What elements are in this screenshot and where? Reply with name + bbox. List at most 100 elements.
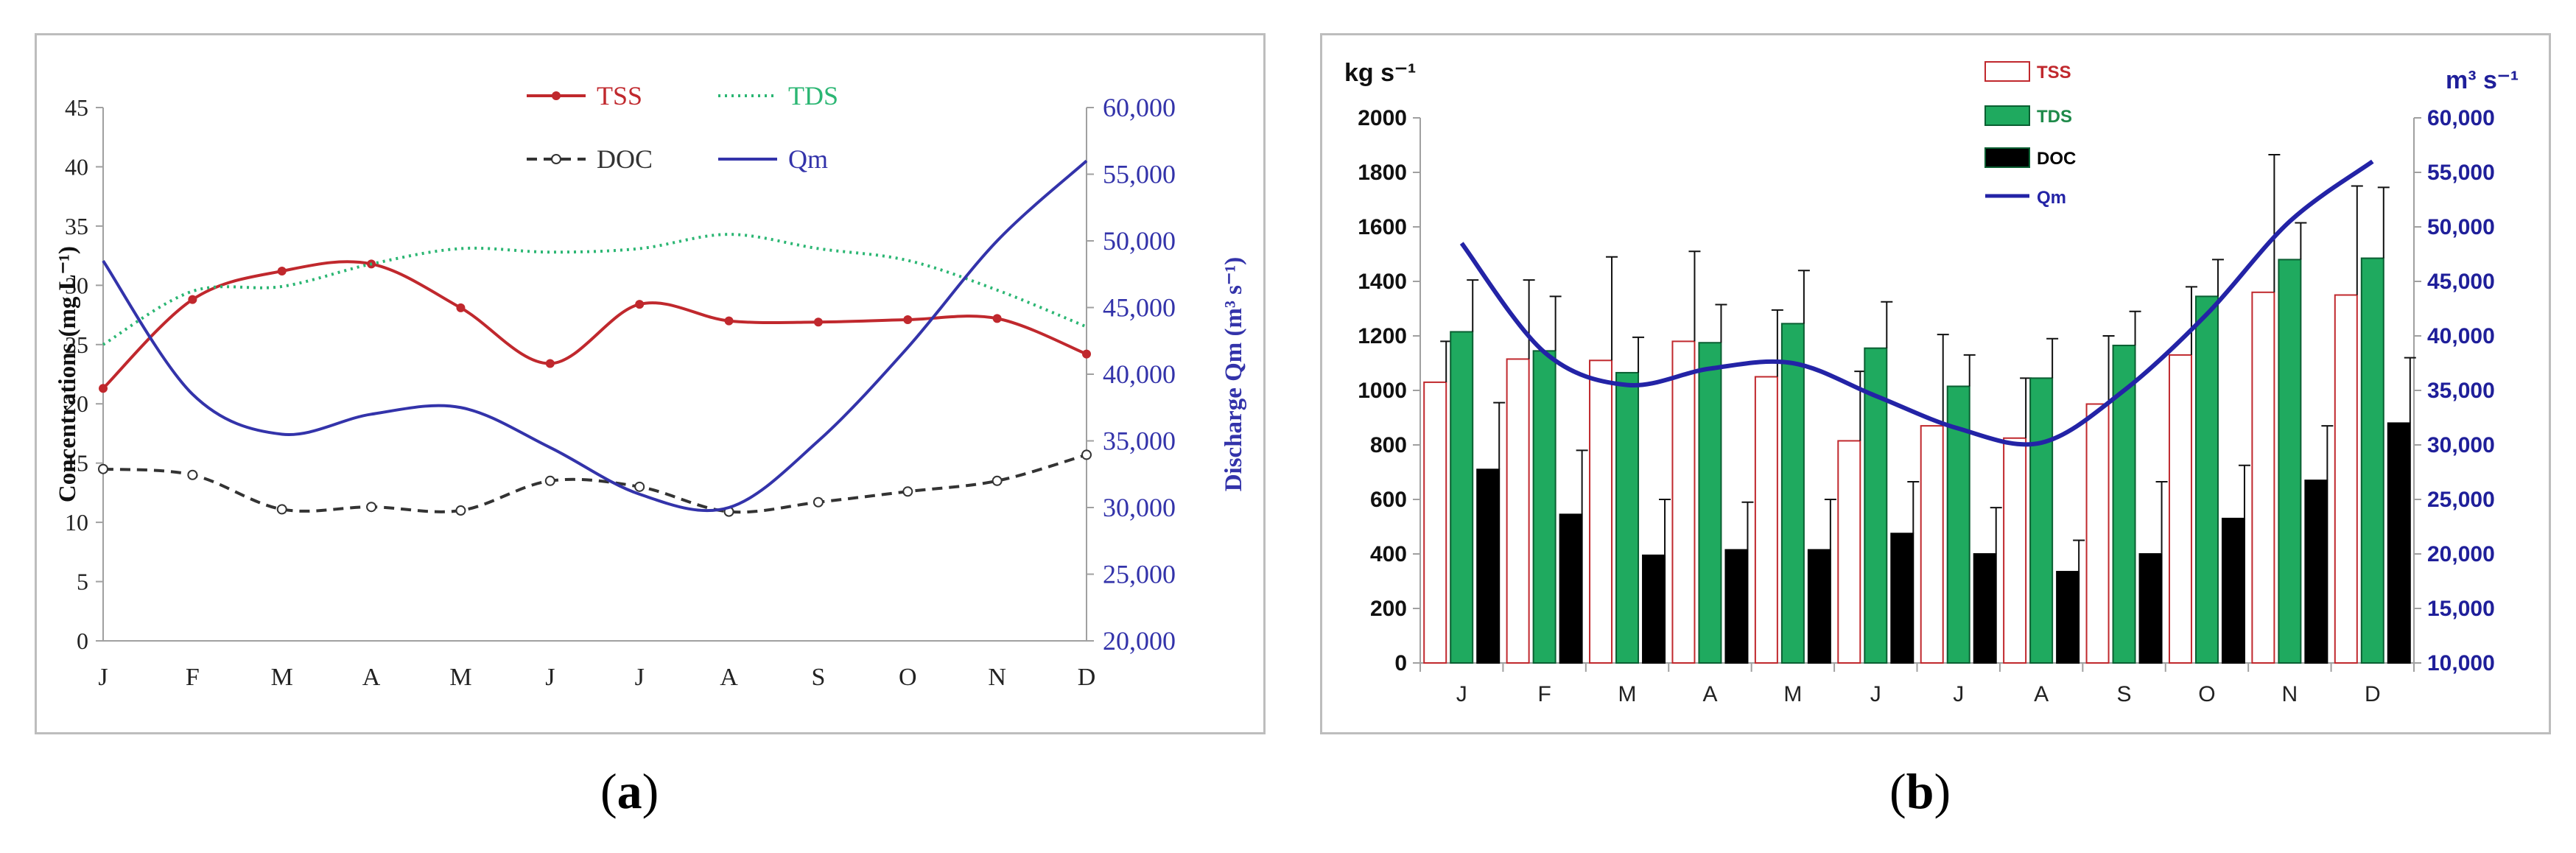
tss-point (813, 317, 823, 327)
y-tick-label: 1600 (1358, 215, 1407, 239)
y2-tick-label: 40,000 (2427, 324, 2495, 348)
legend-swatch-doc (1984, 147, 2030, 168)
bar-tds (2278, 259, 2302, 664)
y-tick-label: 35 (65, 213, 88, 239)
series-line-qm (102, 159, 1088, 513)
bar-doc (2387, 422, 2411, 664)
doc-point (813, 496, 824, 508)
series-line-tss (102, 260, 1087, 390)
bar-tds (1698, 342, 1722, 664)
bar-tss (1671, 340, 1696, 664)
y2-tick-label: 25,000 (1103, 560, 1176, 589)
legend-swatch-tss (1984, 61, 2030, 82)
y2-tick-label: 45,000 (1103, 293, 1176, 323)
bar-tds (2194, 295, 2219, 664)
series-line-tds (102, 233, 1087, 346)
x-tick-label: J (1870, 682, 1881, 706)
x-tick-label: J (1456, 682, 1467, 706)
bar-doc (1973, 553, 1997, 664)
y-tick-label: 800 (1370, 433, 1407, 457)
doc-point (992, 475, 1003, 486)
bar-tss (2085, 403, 2110, 664)
bar-tss (2168, 354, 2192, 664)
bar-tss (2251, 291, 2275, 664)
y2-tick-label: 25,000 (2427, 488, 2495, 512)
bar-tss (1837, 440, 1861, 664)
y2-tick-label: 20,000 (1103, 626, 1176, 656)
y2-tick-label: 50,000 (2427, 215, 2495, 239)
bar-doc (1642, 554, 1666, 664)
y2-tick-label: 40,000 (1103, 359, 1176, 389)
x-tick-label: F (186, 664, 200, 691)
doc-point (455, 505, 466, 516)
doc-point (276, 504, 287, 515)
bar-tss (2003, 437, 2027, 664)
series-line-qm (1459, 159, 2374, 447)
y-tick-label: 0 (1394, 651, 1407, 675)
chart-a: 0 5 10 15 20 25 30 35 40 45 20,000 25,000 30,000 35,0… (55, 81, 1247, 691)
x-tick-label: J (1953, 682, 1964, 706)
tss-point (456, 303, 466, 312)
y2-tick-label: 10,000 (2427, 651, 2495, 675)
x-tick-label: J (635, 664, 645, 691)
x-tick-label: D (2365, 682, 2381, 706)
bar-tss (1589, 359, 1613, 664)
y-axis-title: Concentrations (mg L⁻¹) (55, 246, 81, 502)
doc-point (187, 469, 198, 480)
doc-point (366, 502, 377, 513)
bar-doc (1890, 533, 1915, 664)
y-tick-label: 1200 (1358, 324, 1407, 348)
bar-tds (1532, 350, 1557, 664)
x-tick-label: J (545, 664, 555, 691)
y2-tick-label: 50,000 (1103, 226, 1176, 256)
bar-tds (2360, 257, 2384, 664)
y2-tick-label: 30,000 (2427, 433, 2495, 457)
doc-point (1081, 449, 1092, 460)
bar-tss (1920, 425, 1944, 664)
x-tick-label: N (2282, 682, 2298, 706)
tss-point (188, 295, 197, 304)
y-tick-label: 15 (65, 450, 88, 477)
y2-tick-label: 55,000 (2427, 161, 2495, 185)
doc-point (98, 463, 108, 474)
chart-panel-b: 0 200 400 600 800 1000 1200 1400 1600 1800 2000 10,… (1320, 33, 2551, 734)
legend-label-doc: DOC (2037, 149, 2076, 169)
bar-doc (2304, 480, 2328, 664)
tss-point (277, 267, 287, 276)
y-tick-label: 200 (1370, 597, 1407, 621)
tss-point (635, 300, 645, 309)
doc-point (634, 481, 645, 492)
bar-tds (1615, 371, 1640, 664)
y-tick-label: 5 (77, 569, 88, 595)
x-tick-label: M (1783, 682, 1802, 706)
tss-point (1082, 349, 1091, 359)
y-tick-label: 25 (65, 331, 88, 358)
bar-tss (1423, 381, 1447, 664)
y-tick-label: 2000 (1358, 106, 1407, 130)
y2-tick-label: 45,000 (2427, 270, 2495, 294)
chart-panel-a: 0 5 10 15 20 25 30 35 40 45 20,000 25,000 30,000 35,0… (35, 33, 1266, 734)
legend-label-tds: TDS (788, 81, 838, 110)
bar-doc (2221, 517, 2245, 664)
legend-marker-tss (552, 91, 561, 100)
x-tick-label: D (1078, 664, 1096, 691)
legend-label-tss: TSS (597, 81, 642, 110)
x-tick-label: F (1537, 682, 1551, 706)
chart-b: 0 200 400 600 800 1000 1200 1400 1600 1800 2000 10,… (1344, 59, 2519, 706)
caption-b: (b) (1889, 763, 1951, 819)
y2-tick-label: 35,000 (1103, 426, 1176, 456)
y-tick-label: 0 (77, 628, 88, 654)
y-tick-label: 20 (65, 390, 88, 417)
y-tick-label: 10 (65, 509, 88, 536)
caption-a-letter: a (617, 763, 642, 819)
x-tick-label: M (449, 664, 471, 691)
y2-axis-title: m³ s⁻¹ (2446, 66, 2519, 94)
y-tick-label: 400 (1370, 542, 1407, 566)
bar-tds (1450, 331, 1474, 664)
x-tick-label: A (1702, 682, 1717, 706)
caption-a: (a) (600, 763, 659, 819)
y-tick-label: 1400 (1358, 270, 1407, 294)
x-tick-label: O (899, 664, 917, 691)
legend-label-tds: TDS (2037, 107, 2072, 127)
y2-axis-title: Discharge Qm (m³ s⁻¹) (1221, 257, 1247, 492)
